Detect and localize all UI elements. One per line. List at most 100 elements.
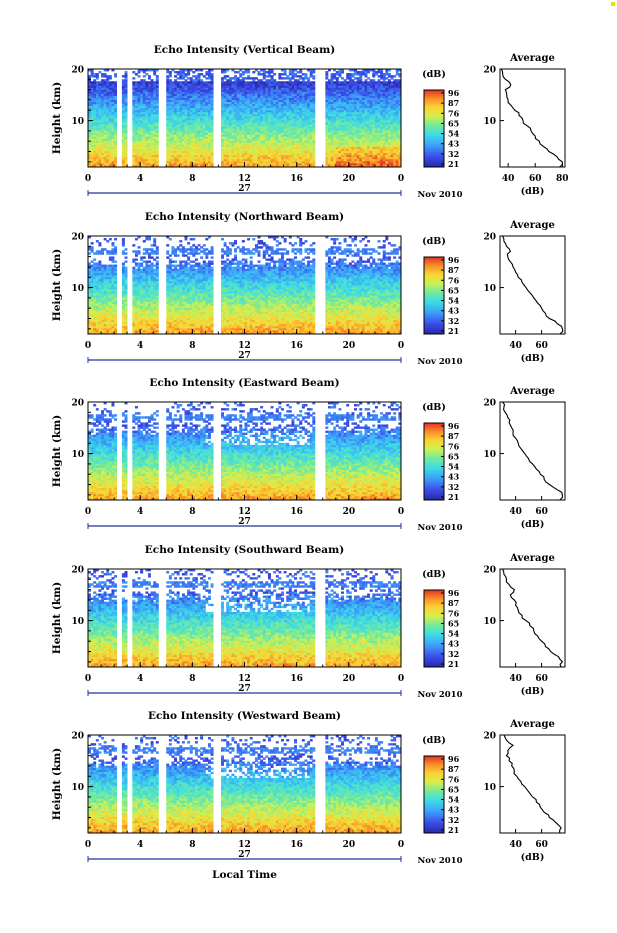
heat-cell — [357, 104, 360, 106]
heat-cell — [174, 83, 177, 85]
heat-cell — [179, 98, 182, 100]
heat-cell — [250, 110, 253, 112]
heat-cell — [140, 122, 143, 124]
heat-cell — [273, 102, 276, 104]
heat-cell — [364, 108, 367, 110]
heat-cell — [328, 145, 331, 147]
heat-cell — [349, 89, 352, 91]
heat-cell — [278, 85, 281, 87]
heat-cell — [224, 122, 227, 124]
heat-cell — [203, 124, 206, 126]
heat-cell — [198, 104, 201, 106]
heat-cell — [138, 110, 141, 112]
heat-cell — [299, 138, 302, 140]
heat-cell — [169, 122, 172, 124]
heat-cell — [229, 114, 232, 116]
heat-cell — [247, 145, 250, 147]
heat-cell — [114, 91, 117, 93]
heat-cell — [260, 108, 263, 110]
heat-cell — [234, 83, 237, 85]
heat-cell — [114, 83, 117, 85]
heat-cell — [351, 81, 354, 83]
heat-cell — [265, 96, 268, 98]
heat-cell — [333, 161, 336, 163]
heat-cell — [362, 83, 365, 85]
heat-cell — [195, 143, 198, 145]
heat-cell — [325, 157, 328, 159]
heat-cell — [349, 126, 352, 128]
heat-cell — [325, 132, 328, 134]
heat-cell — [362, 110, 365, 112]
heat-cell — [247, 102, 250, 104]
heat-cell — [138, 98, 141, 100]
heat-cell — [273, 85, 276, 87]
heat-cell — [174, 145, 177, 147]
heat-cell — [208, 110, 211, 112]
heat-cell — [289, 79, 292, 81]
heat-cell — [359, 114, 362, 116]
heat-cell — [307, 100, 310, 102]
heat-cell — [258, 108, 261, 110]
heat-cell — [182, 161, 185, 163]
heat-cell — [221, 102, 224, 104]
heat-cell — [312, 89, 315, 91]
heat-cell — [304, 140, 307, 142]
heat-cell — [192, 149, 195, 151]
heat-cell — [378, 163, 381, 165]
heat-cell — [166, 149, 169, 151]
heat-cell — [153, 149, 156, 151]
heat-cell — [304, 159, 307, 161]
heat-cell — [174, 100, 177, 102]
heat-cell — [234, 87, 237, 89]
heat-cell — [239, 81, 242, 83]
heat-cell — [263, 94, 266, 96]
heat-cell — [198, 118, 201, 120]
heat-cell — [383, 118, 386, 120]
heat-cell — [98, 124, 101, 126]
heat-cell — [106, 122, 109, 124]
heat-cell — [344, 106, 347, 108]
heat-cell — [148, 87, 151, 89]
heat-cell — [325, 128, 328, 130]
heat-cell — [182, 116, 185, 118]
heat-cell — [91, 130, 94, 132]
heat-cell — [132, 96, 135, 98]
heat-cell — [271, 85, 274, 87]
heat-cell — [111, 134, 114, 136]
heat-cell — [135, 147, 138, 149]
heat-cell — [111, 130, 114, 132]
heat-cell — [268, 71, 271, 73]
heat-cell — [200, 151, 203, 153]
heat-cell — [203, 136, 206, 138]
heat-cell — [132, 130, 135, 132]
heat-cell — [312, 120, 315, 122]
heat-cell — [380, 151, 383, 153]
heat-cell — [357, 96, 360, 98]
heat-cell — [140, 145, 143, 147]
heat-cell — [380, 104, 383, 106]
heat-cell — [338, 85, 341, 87]
heat-cell — [294, 147, 297, 149]
heat-cell — [349, 128, 352, 130]
heat-cell — [291, 161, 294, 163]
heat-cell — [349, 96, 352, 98]
heat-cell — [182, 96, 185, 98]
heat-cell — [93, 130, 96, 132]
heat-cell — [169, 130, 172, 132]
heat-cell — [281, 87, 284, 89]
heat-cell — [255, 116, 258, 118]
heat-cell — [281, 102, 284, 104]
heat-cell — [179, 120, 182, 122]
heat-cell — [364, 71, 367, 73]
heat-cell — [325, 122, 328, 124]
heat-cell — [93, 120, 96, 122]
heat-cell — [192, 104, 195, 106]
heat-cell — [205, 96, 208, 98]
heat-cell — [231, 155, 234, 157]
heat-cell — [325, 108, 328, 110]
heat-cell — [258, 138, 261, 140]
heat-cell — [208, 114, 211, 116]
heat-cell — [229, 132, 232, 134]
heat-cell — [247, 130, 250, 132]
heat-cell — [179, 126, 182, 128]
